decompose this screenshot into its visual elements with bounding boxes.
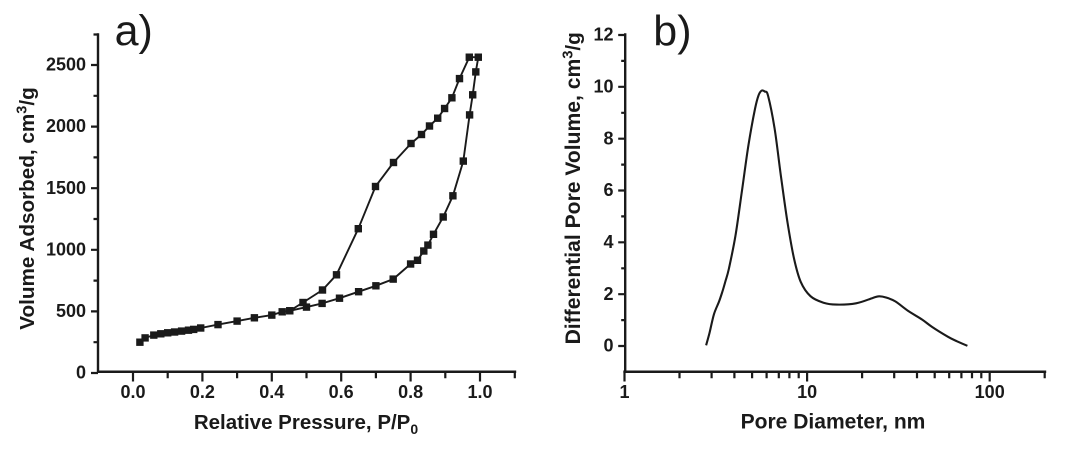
svg-text:Differential Pore Volume, cm3/: Differential Pore Volume, cm3/g	[561, 32, 586, 344]
svg-text:0: 0	[603, 336, 613, 356]
svg-text:b): b)	[653, 8, 691, 56]
svg-text:Relative Pressure, P/P0: Relative Pressure, P/P0	[194, 411, 419, 437]
svg-text:0.2: 0.2	[190, 382, 215, 402]
svg-text:10: 10	[593, 76, 613, 96]
svg-text:8: 8	[603, 128, 613, 148]
svg-text:10: 10	[797, 382, 817, 402]
svg-text:0.0: 0.0	[120, 382, 145, 402]
svg-text:12: 12	[593, 25, 613, 45]
svg-text:2500: 2500	[46, 55, 86, 75]
svg-text:Volume Adsorbed, cm3/g: Volume Adsorbed, cm3/g	[15, 87, 40, 330]
svg-text:100: 100	[975, 382, 1005, 402]
svg-text:1: 1	[619, 382, 629, 402]
svg-text:0: 0	[76, 363, 86, 383]
svg-text:0.6: 0.6	[329, 382, 354, 402]
svg-text:0.8: 0.8	[398, 382, 423, 402]
svg-text:Pore Diameter, nm: Pore Diameter, nm	[741, 411, 926, 434]
svg-text:1500: 1500	[46, 178, 86, 198]
svg-text:2000: 2000	[46, 116, 86, 136]
svg-text:6: 6	[603, 180, 613, 200]
svg-text:4: 4	[603, 232, 613, 252]
svg-text:2: 2	[603, 284, 613, 304]
svg-text:a): a)	[115, 7, 153, 55]
svg-text:1000: 1000	[46, 239, 86, 259]
svg-text:1.0: 1.0	[467, 382, 492, 402]
svg-text:0.4: 0.4	[259, 382, 284, 402]
svg-text:500: 500	[56, 301, 86, 321]
